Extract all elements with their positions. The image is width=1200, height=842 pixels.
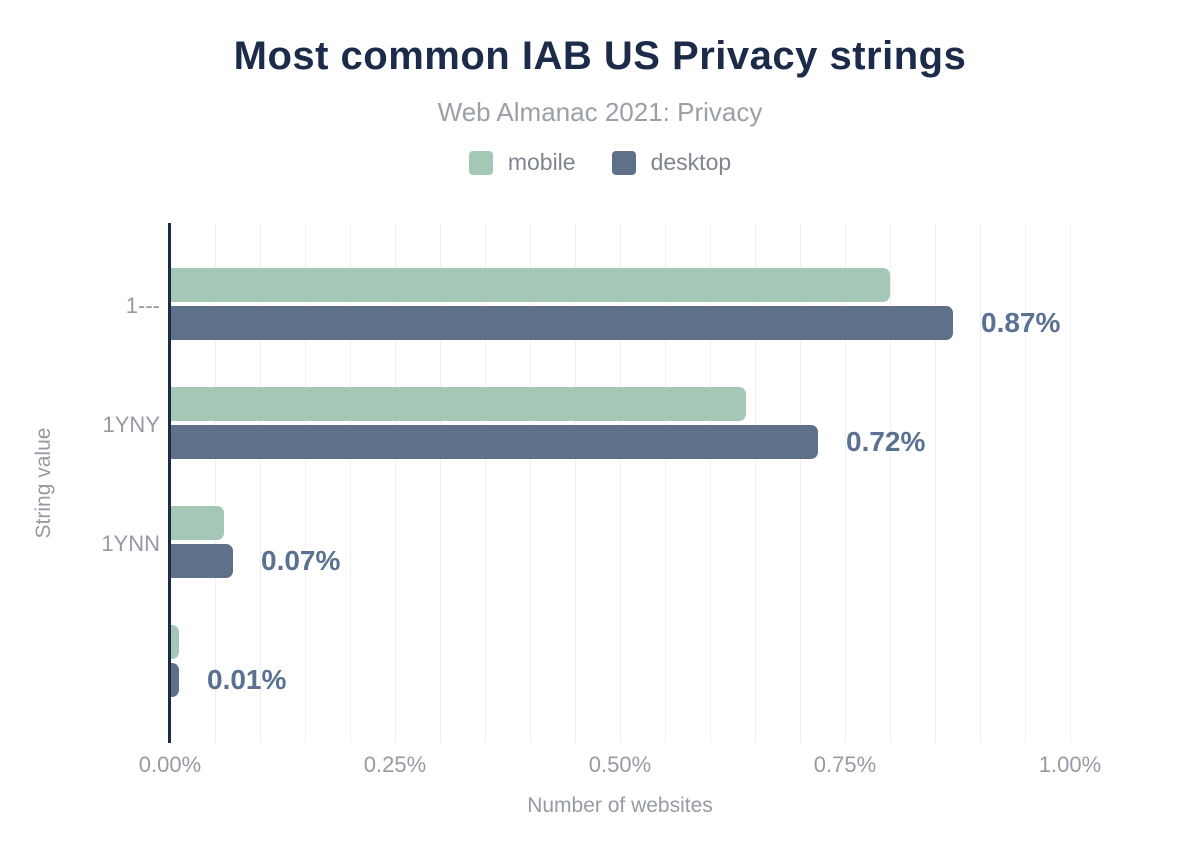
y-axis-title: String value bbox=[32, 427, 55, 539]
legend-item-desktop[interactable]: desktop bbox=[611, 149, 732, 176]
bar-mobile-1---[interactable] bbox=[170, 268, 890, 302]
bar-mobile-1YNY[interactable] bbox=[170, 387, 746, 421]
gridline bbox=[935, 223, 936, 743]
chart-title: Most common IAB US Privacy strings bbox=[233, 34, 967, 78]
gridline bbox=[1025, 223, 1026, 743]
legend-label: desktop bbox=[650, 149, 732, 175]
gridline bbox=[575, 223, 576, 743]
gridline bbox=[980, 223, 981, 743]
x-axis-title: Number of websites bbox=[527, 794, 713, 817]
legend: mobile desktop bbox=[0, 149, 1200, 176]
gridline bbox=[710, 223, 711, 743]
legend-swatch-desktop[interactable] bbox=[611, 150, 636, 175]
bar-value-label-1YNN: 0.07% bbox=[261, 545, 341, 576]
bar-desktop-1YNY[interactable] bbox=[170, 425, 818, 459]
gridline bbox=[530, 223, 531, 743]
gridline bbox=[845, 223, 846, 743]
gridline bbox=[755, 223, 756, 743]
bar-desktop-1YNN[interactable] bbox=[170, 544, 233, 578]
gridline bbox=[485, 223, 486, 743]
plot-area: 0.87% 0.72% 0.07% 0.01% bbox=[170, 223, 1071, 743]
x-tick-label-0.75%: 0.75% bbox=[813, 752, 877, 777]
bar-mobile-row4[interactable] bbox=[170, 625, 179, 659]
x-tick-label-0.25%: 0.25% bbox=[363, 752, 427, 777]
bar-value-label-row4: 0.01% bbox=[207, 664, 287, 695]
bar-desktop-row4[interactable] bbox=[170, 663, 179, 697]
gridline bbox=[1070, 223, 1071, 743]
gridline bbox=[350, 223, 351, 743]
gridline bbox=[800, 223, 801, 743]
x-tick-label-1.00%: 1.00% bbox=[1038, 752, 1102, 777]
legend-item-mobile[interactable]: mobile bbox=[468, 149, 576, 176]
x-tick-label-0.00%: 0.00% bbox=[138, 752, 202, 777]
gridline bbox=[395, 223, 396, 743]
bar-mobile-1YNN[interactable] bbox=[170, 506, 224, 540]
bar-value-label-1---: 0.87% bbox=[981, 307, 1061, 338]
bar-desktop-1---[interactable] bbox=[170, 306, 953, 340]
legend-label: mobile bbox=[507, 149, 576, 175]
y-category-label-1---: 1--- bbox=[125, 293, 160, 318]
bar-value-label-1YNY: 0.72% bbox=[846, 426, 926, 457]
x-tick-label-0.50%: 0.50% bbox=[588, 752, 652, 777]
gridline bbox=[305, 223, 306, 743]
gridline bbox=[215, 223, 216, 743]
y-axis-line bbox=[168, 223, 171, 743]
y-category-label-1YNN: 1YNN bbox=[101, 531, 160, 556]
gridline bbox=[890, 223, 891, 743]
gridline bbox=[665, 223, 666, 743]
gridline bbox=[620, 223, 621, 743]
legend-swatch-mobile[interactable] bbox=[468, 150, 493, 175]
chart-subtitle: Web Almanac 2021: Privacy bbox=[437, 97, 763, 127]
gridline bbox=[260, 223, 261, 743]
gridline bbox=[440, 223, 441, 743]
y-category-label-1YNY: 1YNY bbox=[102, 412, 160, 437]
